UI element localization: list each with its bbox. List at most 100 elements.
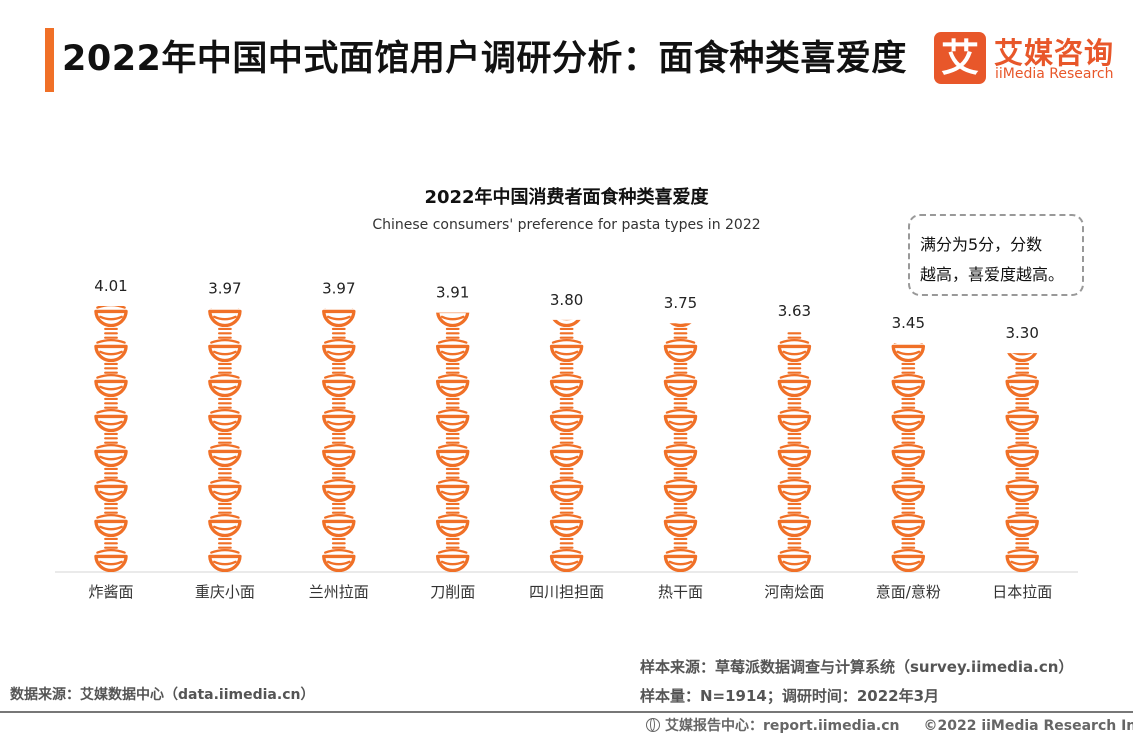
bar-6 bbox=[663, 323, 698, 572]
sample-size: 样本量：N=1914；调研时间：2022年3月 bbox=[640, 687, 940, 705]
noodle-bowl-icon bbox=[777, 502, 812, 537]
value-label-6: 3.75 bbox=[664, 294, 697, 312]
noodle-bowl-icon bbox=[322, 327, 356, 362]
footer-bottom: 艾媒报告中心：report.iimedia.cn ©2022 iiMedia Re… bbox=[646, 715, 1133, 735]
noodle-bowl-icon bbox=[322, 502, 356, 537]
bar-1 bbox=[94, 306, 128, 572]
footer-divider bbox=[0, 711, 1133, 713]
noodle-bowl-icon bbox=[777, 467, 812, 502]
noodle-bowl-icon bbox=[208, 467, 242, 502]
noodle-bowl-icon bbox=[663, 432, 698, 467]
category-label-1: 炸酱面 bbox=[88, 583, 133, 601]
bar-2 bbox=[208, 308, 242, 572]
value-label-9: 3.30 bbox=[1005, 324, 1038, 342]
category-label-6: 热干面 bbox=[658, 583, 703, 601]
value-label-7: 3.63 bbox=[778, 302, 811, 320]
noodle-bowl-icon bbox=[663, 362, 698, 397]
noodle-bowl-icon bbox=[1005, 362, 1039, 397]
noodle-bowl-icon bbox=[322, 432, 356, 467]
noodle-bowl-icon bbox=[208, 362, 242, 397]
noodle-bowl-icon bbox=[208, 432, 242, 467]
noodle-bowl-icon bbox=[891, 362, 926, 397]
noodle-bowl-icon bbox=[777, 397, 812, 432]
bar-3 bbox=[322, 308, 356, 572]
noodle-bowl-icon bbox=[549, 432, 584, 467]
noodle-bowl-icon bbox=[94, 432, 128, 467]
noodle-bowl-icon bbox=[94, 397, 128, 432]
noodle-bowl-icon bbox=[891, 467, 926, 502]
noodle-bowl-icon bbox=[1005, 502, 1039, 537]
bar-8 bbox=[891, 343, 926, 572]
value-label-2: 3.97 bbox=[208, 280, 241, 298]
noodle-bowl-icon bbox=[435, 432, 470, 467]
category-label-7: 河南烩面 bbox=[764, 583, 824, 601]
chart-subtitle: Chinese consumers' preference for pasta … bbox=[372, 217, 761, 233]
noodle-bowl-icon bbox=[322, 467, 356, 502]
noodle-bowl-icon bbox=[435, 467, 470, 502]
report-center: 艾媒报告中心：report.iimedia.cn bbox=[665, 718, 900, 734]
category-label-2: 重庆小面 bbox=[195, 583, 255, 601]
noodle-bowl-icon bbox=[322, 397, 356, 432]
noodle-bowl-icon bbox=[663, 467, 698, 502]
noodle-bowl-icon bbox=[549, 502, 584, 537]
noodle-bowl-icon bbox=[1005, 397, 1039, 432]
noodle-bowl-icon bbox=[549, 397, 584, 432]
noodle-bowl-icon bbox=[663, 502, 698, 537]
note-line-2: 越高，喜爱度越高。 bbox=[920, 265, 1065, 284]
noodle-bowl-icon bbox=[208, 397, 242, 432]
noodle-bowl-icon bbox=[663, 537, 698, 572]
value-label-5: 3.80 bbox=[550, 291, 583, 309]
noodle-bowl-icon bbox=[1005, 467, 1039, 502]
noodle-bowl-icon bbox=[549, 467, 584, 502]
category-label-3: 兰州拉面 bbox=[309, 583, 369, 601]
noodle-bowl-icon bbox=[891, 432, 926, 467]
bar-9 bbox=[1005, 353, 1039, 572]
bar-4 bbox=[435, 312, 470, 572]
noodle-bowl-icon bbox=[1005, 432, 1039, 467]
value-label-4: 3.91 bbox=[436, 284, 469, 302]
category-label-9: 日本拉面 bbox=[992, 583, 1052, 601]
noodle-bowl-icon bbox=[891, 502, 926, 537]
noodle-bowl-icon bbox=[1005, 537, 1039, 572]
bar-7 bbox=[777, 331, 812, 572]
noodle-bowl-icon bbox=[322, 362, 356, 397]
bar-5 bbox=[549, 319, 584, 572]
page-title: 2022年中国中式面馆用户调研分析：面食种类喜爱度 bbox=[62, 39, 907, 79]
noodle-bowl-icon bbox=[208, 327, 242, 362]
noodle-bowl-icon bbox=[435, 327, 470, 362]
logo-name-cn: 艾媒咨询 bbox=[994, 36, 1115, 70]
noodle-bowl-icon bbox=[891, 343, 926, 362]
noodle-bowl-icon bbox=[94, 362, 128, 397]
noodle-bowl-icon bbox=[777, 362, 812, 397]
iimedia-logo: 艾 艾媒咨询 iiMedia Research bbox=[934, 30, 1124, 88]
noodle-bowl-icon bbox=[663, 397, 698, 432]
noodle-bowl-icon bbox=[777, 432, 812, 467]
category-label-8: 意面/意粉 bbox=[876, 583, 941, 601]
chart-title: 2022年中国消费者面食种类喜爱度 bbox=[424, 187, 709, 208]
category-label-4: 刀削面 bbox=[430, 583, 475, 601]
title-accent-bar bbox=[45, 28, 54, 92]
noodle-bowl-icon bbox=[777, 331, 812, 362]
noodle-bowl-icon bbox=[891, 397, 926, 432]
noodle-bowl-icon bbox=[549, 327, 584, 362]
noodle-bowl-icon bbox=[94, 537, 128, 572]
noodle-bowl-icon bbox=[322, 537, 356, 572]
category-label-5: 四川担担面 bbox=[529, 583, 604, 601]
value-label-8: 3.45 bbox=[892, 314, 925, 332]
noodle-bowl-icon bbox=[94, 306, 128, 327]
logo-name-en: iiMedia Research bbox=[995, 66, 1114, 82]
noodle-bowl-icon bbox=[94, 502, 128, 537]
noodle-bowl-icon bbox=[891, 537, 926, 572]
logo-mark: 艾 bbox=[934, 32, 986, 84]
value-label-1: 4.01 bbox=[94, 277, 127, 295]
note-line-1: 满分为5分，分数 bbox=[920, 235, 1043, 254]
copyright: ©2022 iiMedia Research Inc bbox=[923, 718, 1133, 734]
noodle-bowl-icon bbox=[777, 537, 812, 572]
value-label-3: 3.97 bbox=[322, 280, 355, 298]
globe-icon bbox=[646, 718, 660, 732]
noodle-bowl-icon bbox=[435, 362, 470, 397]
noodle-bowl-icon bbox=[663, 327, 698, 362]
noodle-bowl-icon bbox=[94, 327, 128, 362]
noodle-bowl-icon bbox=[322, 308, 356, 327]
